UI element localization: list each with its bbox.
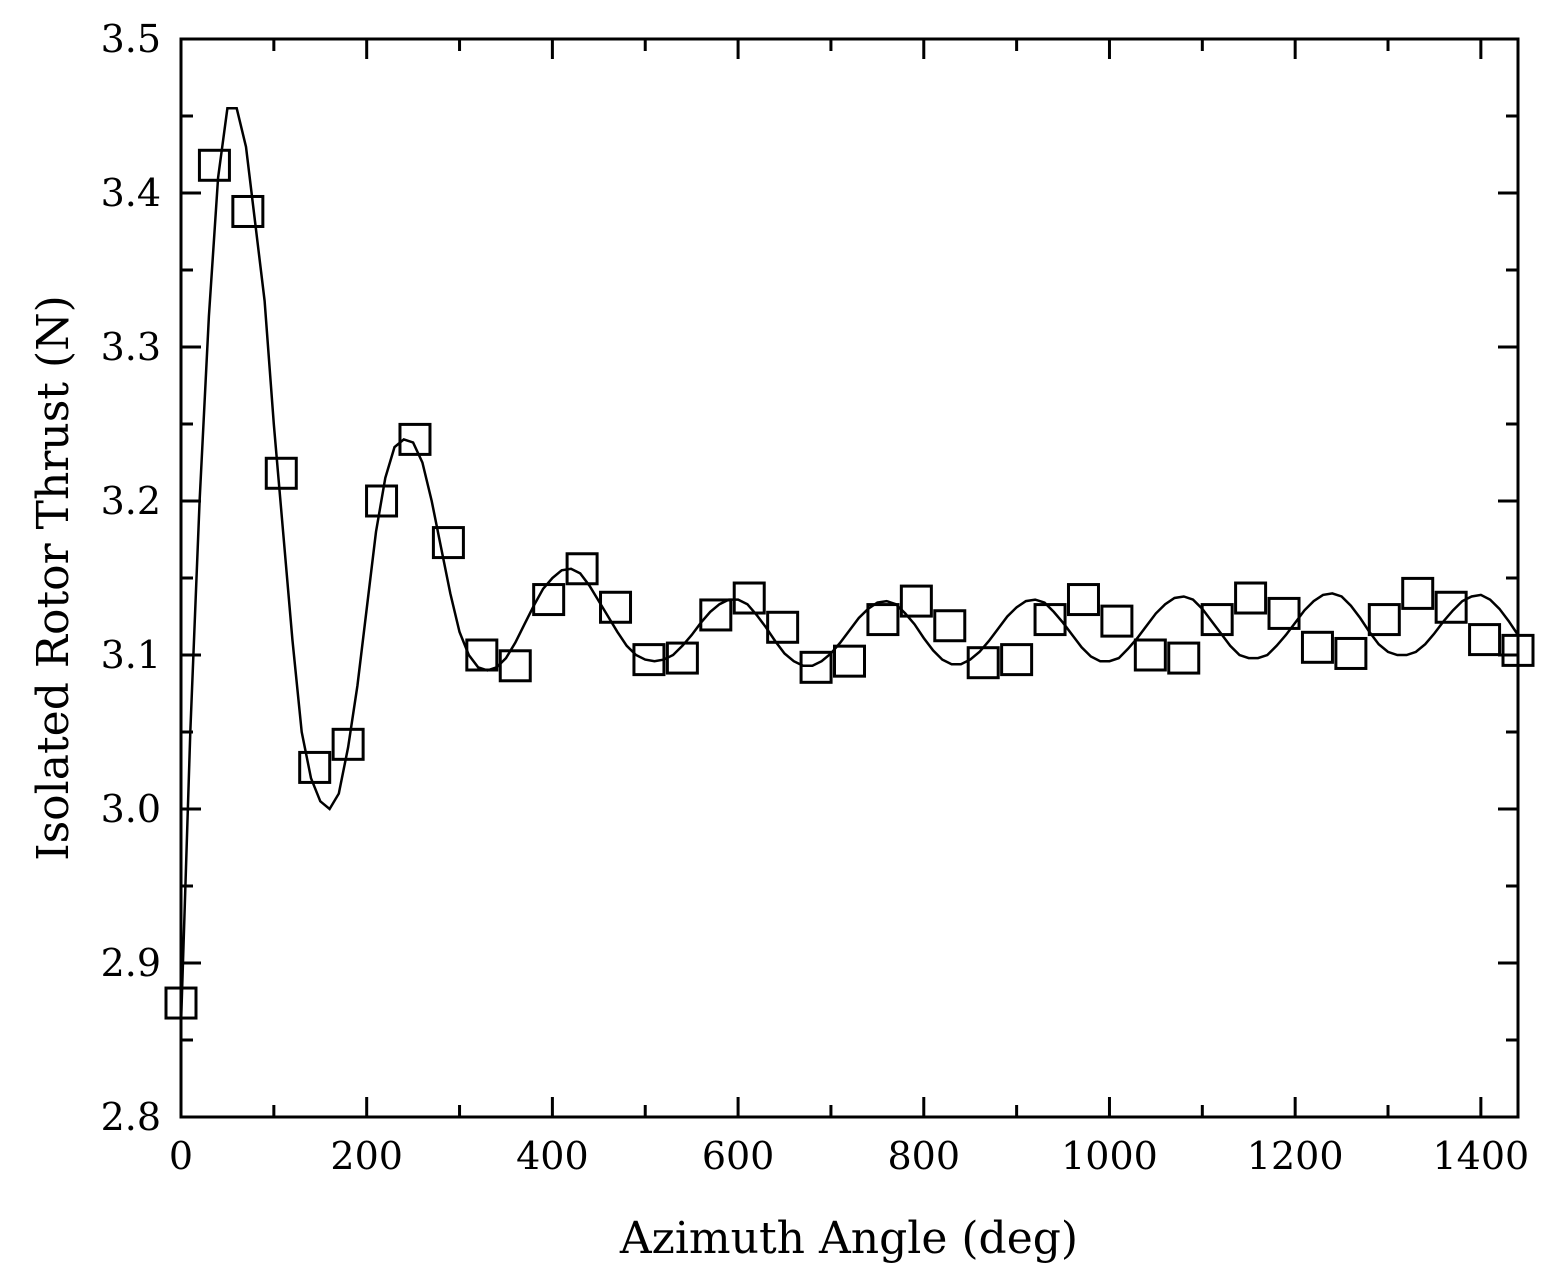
square-marker-point	[833, 644, 866, 678]
square-marker-point	[665, 641, 699, 675]
square-marker-point	[799, 650, 833, 684]
y-tick-label: 3.5	[101, 17, 161, 61]
square-marker-point	[1300, 630, 1334, 664]
square-marker-point	[632, 643, 666, 677]
square-marker-point	[1401, 576, 1435, 610]
y-tick-label: 3.2	[101, 479, 161, 523]
square-marker-point	[933, 609, 967, 643]
plot-area-border	[179, 37, 1520, 1119]
square-marker-point	[365, 484, 399, 518]
x-tick-label: 600	[702, 1134, 775, 1178]
square-marker-point	[1501, 633, 1535, 667]
square-marker-point	[264, 456, 298, 490]
x-tick-label: 0	[169, 1134, 193, 1178]
square-marker-point	[1468, 623, 1502, 657]
square-marker-point	[899, 584, 933, 618]
axis-ticks	[179, 37, 1518, 1119]
square-marker-point	[966, 646, 1000, 680]
x-tick-label: 1000	[1061, 1134, 1158, 1178]
x-tick-label: 1400	[1433, 1134, 1530, 1178]
square-marker-point	[1200, 603, 1234, 637]
square-marker-point	[197, 148, 231, 182]
y-tick-label: 2.9	[101, 941, 161, 985]
square-marker-point	[1367, 603, 1401, 637]
thrust-curve-line	[179, 107, 1520, 1025]
square-marker-point	[1167, 641, 1201, 675]
square-marker-point	[599, 590, 633, 624]
square-marker-point	[1267, 596, 1301, 630]
y-axis-title: Isolated Rotor Thrust (N)	[28, 295, 79, 861]
x-tick-label: 800	[888, 1134, 961, 1178]
square-marker-point	[231, 194, 265, 228]
square-marker-point	[164, 986, 198, 1020]
y-tick-label: 2.8	[101, 1095, 161, 1139]
square-marker-point	[766, 610, 800, 644]
square-marker-point	[298, 750, 332, 784]
series-layer	[164, 107, 1535, 1025]
square-marker-point	[866, 603, 900, 637]
square-marker-point	[1000, 643, 1034, 677]
y-tick-labels: 2.8 2.9 3.0 3.1 3.2 3.3 3.4 3.5	[101, 17, 161, 1139]
y-tick-label: 3.4	[101, 171, 161, 215]
square-marker-point	[398, 422, 432, 456]
square-marker-point	[431, 526, 465, 560]
square-marker-point	[1334, 636, 1368, 670]
x-tick-labels: 0 200 400 600 800 1000 1200 1400	[169, 1134, 1529, 1178]
y-tick-label: 3.3	[101, 325, 161, 369]
x-tick-label: 200	[330, 1134, 403, 1178]
y-tick-label: 3.0	[101, 787, 161, 831]
square-marker-point	[1066, 583, 1100, 617]
square-marker-point	[1234, 581, 1268, 615]
square-marker-point	[1100, 604, 1134, 638]
square-marker-point	[331, 727, 365, 761]
square-marker-point	[565, 552, 599, 586]
square-marker-point	[532, 583, 566, 617]
square-marker-point	[732, 581, 766, 615]
square-marker-point	[498, 649, 532, 683]
square-marker-point	[1033, 603, 1067, 637]
x-axis-title: Azimuth Angle (deg)	[619, 1213, 1078, 1264]
square-marker-point	[699, 598, 733, 632]
square-marker-point	[465, 638, 499, 672]
x-tick-label: 400	[516, 1134, 589, 1178]
y-tick-label: 3.1	[101, 633, 161, 677]
square-marker-point	[1434, 590, 1468, 624]
x-tick-label: 1200	[1247, 1134, 1344, 1178]
plot-frame	[179, 37, 1520, 1119]
square-marker-point	[1133, 638, 1167, 672]
